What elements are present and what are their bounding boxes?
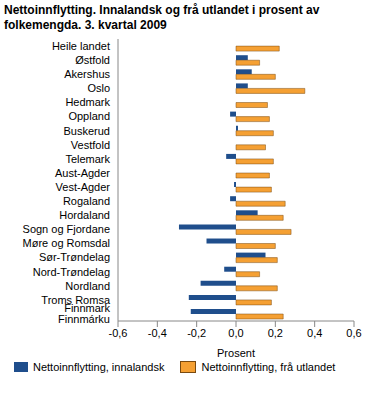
svg-text:Troms Romsa: Troms Romsa bbox=[41, 293, 110, 306]
svg-text:Aust-Agder: Aust-Agder bbox=[55, 167, 110, 179]
svg-text:-0,6: -0,6 bbox=[109, 327, 128, 339]
svg-text:Oppland: Oppland bbox=[68, 110, 110, 122]
svg-text:0,6: 0,6 bbox=[346, 327, 361, 339]
svg-text:Akershus: Akershus bbox=[64, 68, 110, 80]
svg-text:Hedmark: Hedmark bbox=[65, 96, 110, 108]
svg-text:Hordaland: Hordaland bbox=[59, 209, 110, 221]
svg-text:Telemark: Telemark bbox=[65, 153, 110, 165]
svg-text:FinnmarkFinnmárku: FinnmarkFinnmárku bbox=[58, 302, 110, 325]
svg-text:Møre og Romsdal: Møre og Romsdal bbox=[23, 237, 110, 249]
svg-text:Oslo: Oslo bbox=[87, 82, 110, 94]
svg-text:0,0: 0,0 bbox=[228, 327, 243, 339]
svg-text:Nord-Trøndelag: Nord-Trøndelag bbox=[33, 266, 110, 278]
svg-text:-0,4: -0,4 bbox=[148, 327, 167, 339]
svg-text:-0,2: -0,2 bbox=[187, 327, 206, 339]
html-text:Nettoinnflytting, innalandsk: Nettoinnflytting, innalandsk bbox=[33, 361, 165, 373]
svg-text:Østfold: Østfold bbox=[75, 54, 110, 66]
html-text:Nettoinnflytting, frå utlandet: Nettoinnflytting, frå utlandet bbox=[201, 361, 336, 373]
svg-text:Sogn og Fjordane: Sogn og Fjordane bbox=[23, 223, 110, 235]
svg-text:Heile landet: Heile landet bbox=[52, 40, 110, 52]
svg-text:Vestfold: Vestfold bbox=[71, 139, 110, 151]
svg-text:Sør-Trøndelag: Sør-Trøndelag bbox=[39, 251, 110, 263]
html-text:Nettoinnflytting. Innalandsk o: Nettoinnflytting. Innalandsk og frå utla… bbox=[4, 3, 320, 32]
svg-text:Prosent: Prosent bbox=[217, 347, 255, 359]
svg-text:0,2: 0,2 bbox=[268, 327, 283, 339]
svg-text:Rogaland: Rogaland bbox=[63, 195, 110, 207]
svg-text:0,4: 0,4 bbox=[307, 327, 322, 339]
svg-text:Vest-Agder: Vest-Agder bbox=[56, 181, 111, 193]
svg-text:Buskerud: Buskerud bbox=[64, 125, 110, 137]
svg-text:Nordland: Nordland bbox=[65, 280, 110, 292]
